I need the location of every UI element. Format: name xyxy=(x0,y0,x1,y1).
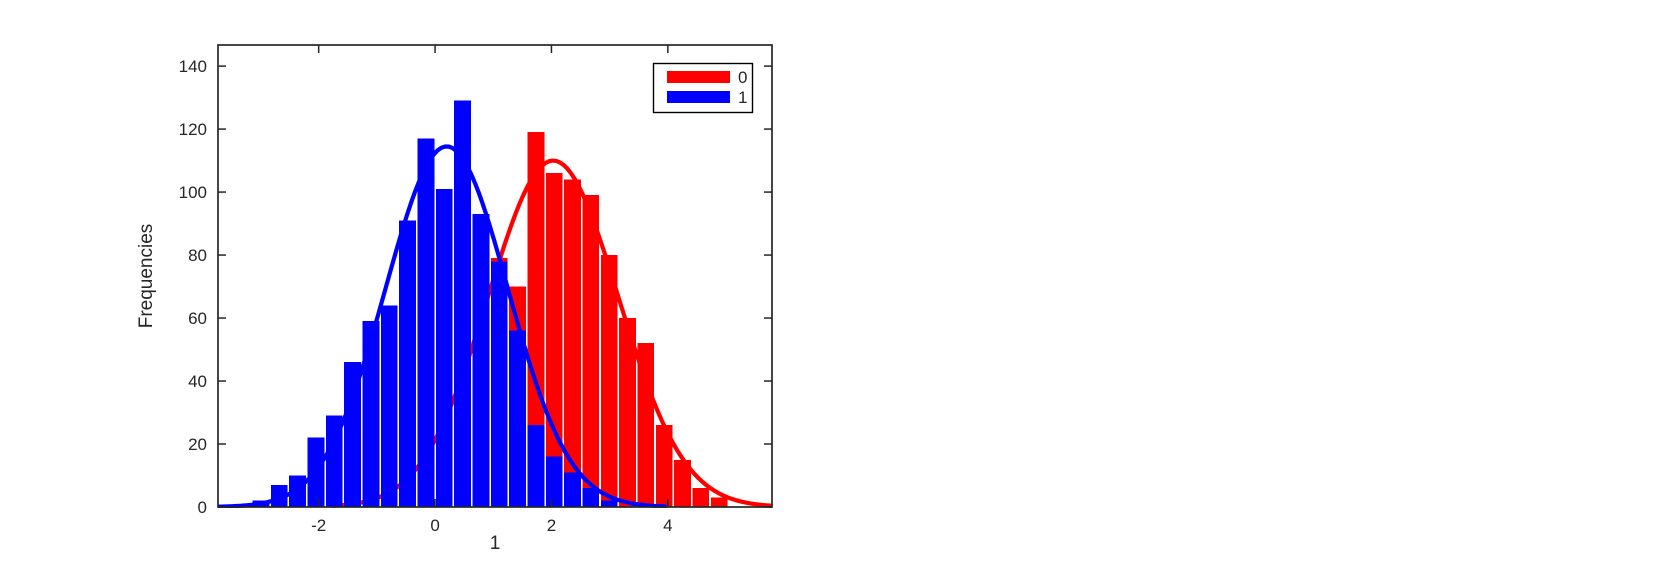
bar xyxy=(655,425,673,507)
y-tick-label: 100 xyxy=(179,183,207,202)
bar xyxy=(527,425,545,507)
x-tick-label: 2 xyxy=(547,516,556,535)
y-tick-label: 140 xyxy=(179,57,207,76)
plot-area xyxy=(218,100,772,508)
legend-swatch-blue xyxy=(667,91,730,103)
bar xyxy=(527,132,545,508)
x-tick-label: 4 xyxy=(663,516,672,535)
axes-box xyxy=(217,44,773,508)
y-tick-label: 40 xyxy=(188,372,207,391)
legend-entry: 1 xyxy=(667,88,747,107)
histogram-bars-1 xyxy=(252,100,618,508)
y-tick-label: 0 xyxy=(198,498,207,517)
y-tick-label: 60 xyxy=(188,309,207,328)
bar xyxy=(435,188,453,508)
x-tick-label: 0 xyxy=(430,516,439,535)
bar xyxy=(454,100,471,508)
x-axis-label: 1 xyxy=(490,533,501,554)
bar xyxy=(325,415,343,507)
bar xyxy=(619,318,636,507)
bar xyxy=(545,456,563,507)
normal-fit-curve-1 xyxy=(218,144,668,508)
bar xyxy=(600,500,618,507)
y-tick-label: 80 xyxy=(188,246,207,265)
bar xyxy=(490,261,508,507)
bar xyxy=(710,497,728,507)
bar xyxy=(674,459,691,507)
x-tick-label: -2 xyxy=(311,516,326,535)
legend-label: 0 xyxy=(738,68,747,87)
legend-swatch-red xyxy=(667,71,730,83)
legend-label: 1 xyxy=(738,88,747,107)
bar xyxy=(582,488,600,507)
bar xyxy=(692,488,710,507)
legend-entry: 0 xyxy=(667,68,747,87)
bar xyxy=(600,255,618,507)
bar xyxy=(417,138,435,507)
bar xyxy=(472,214,490,507)
bar xyxy=(380,305,398,507)
bar xyxy=(344,362,361,507)
y-tick-label: 120 xyxy=(179,120,207,139)
bar xyxy=(362,321,380,507)
bar xyxy=(582,195,600,507)
bar xyxy=(637,343,655,507)
bar xyxy=(509,330,526,507)
bar xyxy=(399,220,416,508)
y-tick-label: 20 xyxy=(188,435,207,454)
bar xyxy=(564,472,581,507)
y-axis-label: Frequencies xyxy=(136,224,157,329)
legend: 0 1 xyxy=(652,62,754,114)
bar xyxy=(564,179,581,507)
